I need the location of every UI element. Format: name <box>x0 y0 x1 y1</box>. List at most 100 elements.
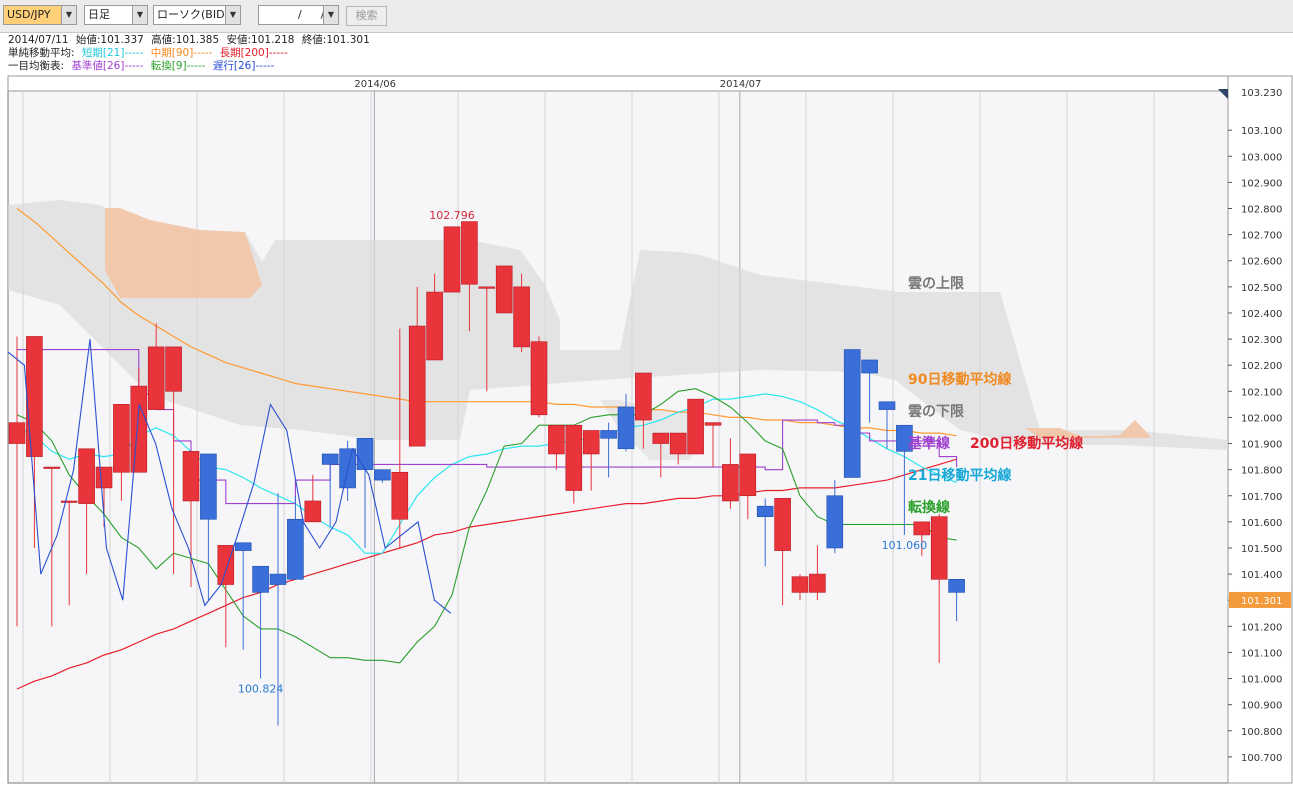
x-tick-label: 2014/06 <box>354 79 396 90</box>
candle-body <box>513 286 530 348</box>
candle-body <box>252 565 269 593</box>
toolbar: USD/JPY ▼ 日足 ▼ ローソク(BID) ▼ / / ▼ 検索 <box>0 0 1293 33</box>
candle-body <box>756 505 774 517</box>
last-price-tag <box>1229 591 1291 608</box>
candle-body <box>78 448 95 504</box>
candle-body <box>304 500 322 523</box>
x-axis-strip <box>7 75 1229 92</box>
candle-body <box>495 265 513 314</box>
candle-body <box>669 432 687 455</box>
currency-pair-select[interactable]: USD/JPY ▼ <box>3 5 77 25</box>
last-price-label: 101.301 <box>1241 596 1282 607</box>
x-tick-label: 2014/07 <box>720 79 762 90</box>
chart-type-select[interactable]: ローソク(BID) ▼ <box>153 5 241 25</box>
sma-legend-label: 単純移動平均: <box>8 47 75 59</box>
candle-body <box>635 372 652 421</box>
summary-date: 2014/07/11 <box>8 34 69 46</box>
y-tick-label: 101.900 <box>1241 440 1282 451</box>
sma90-annotation: 90日移動平均線 <box>908 371 1011 388</box>
y-tick-label: 100.700 <box>1241 753 1282 764</box>
ohlc-summary: 2014/07/11 始値:101.337 高値:101.385 安値:101.… <box>8 34 374 46</box>
sma21-annotation: 21日移動平均線 <box>908 467 1011 484</box>
ichimoku-legend: 一目均衡表: 基準値[26]----- 転換[9]----- 遅行[26]---… <box>8 60 278 72</box>
candle-body <box>269 573 287 585</box>
chevron-down-icon: ▼ <box>323 6 338 24</box>
ichimoku-cloud-bear <box>8 200 1228 450</box>
y-tick-label: 102.300 <box>1241 335 1282 346</box>
candle-body <box>704 422 722 426</box>
candle-body <box>234 542 252 551</box>
date-input[interactable]: / / ▼ <box>258 5 339 25</box>
timeframe-select[interactable]: 日足 ▼ <box>84 5 148 25</box>
y-tick-label: 100.800 <box>1241 727 1282 738</box>
sma-short-legend: 短期[21]----- <box>81 47 144 59</box>
summary-open: 始値:101.337 <box>75 34 144 46</box>
candle-body <box>530 341 548 416</box>
timeframe-value: 日足 <box>88 8 110 21</box>
candle-body <box>60 500 78 503</box>
candle-body <box>408 325 426 447</box>
candle-body <box>930 516 948 580</box>
y-tick-label: 101.500 <box>1241 544 1282 555</box>
candle-body <box>426 291 443 361</box>
candle-body <box>95 466 113 489</box>
y-tick-label: 102.000 <box>1241 413 1282 424</box>
candle-body <box>582 430 600 455</box>
candle-body <box>478 286 496 289</box>
ichimoku-cloud-bull <box>1025 420 1150 438</box>
candle-body <box>165 346 182 392</box>
candle-body <box>200 453 217 520</box>
chikou-legend: 遅行[26]----- <box>212 60 275 72</box>
candle-body <box>461 221 478 285</box>
y-tick-label: 102.900 <box>1241 178 1282 189</box>
y-tick-label: 101.000 <box>1241 675 1282 686</box>
y-tick-label: 101.700 <box>1241 492 1282 503</box>
summary-close: 終値:101.301 <box>301 34 370 46</box>
y-tick-label: 101.100 <box>1241 648 1282 659</box>
candle-body <box>774 498 791 551</box>
candle-body <box>391 471 409 520</box>
candle-body <box>913 521 931 536</box>
sma200-annotation: 200日移動平均線 <box>970 435 1083 452</box>
y-tick-label: 102.200 <box>1241 361 1282 372</box>
y-tick-label: 102.400 <box>1241 309 1282 320</box>
candle-body <box>948 579 965 593</box>
candle-body <box>374 469 391 481</box>
ichimoku-cloud-bull <box>105 208 262 298</box>
chevron-down-icon: ▼ <box>225 6 240 24</box>
chart-type-value: ローソク(BID) <box>157 8 229 21</box>
chikou-line <box>7 339 452 614</box>
kijun-annotation: 基準線 <box>908 435 950 452</box>
ichimoku-legend-label: 一目均衡表: <box>8 60 65 72</box>
scroll-marker-icon <box>1218 89 1228 99</box>
kijun-legend: 基準値[26]----- <box>71 60 144 72</box>
y-tick-label: 101.400 <box>1241 570 1282 581</box>
candle-body <box>287 518 304 580</box>
candle-body <box>843 349 861 478</box>
candle-body <box>147 346 165 410</box>
candle-body <box>443 226 461 293</box>
currency-pair-value: USD/JPY <box>7 8 51 21</box>
date-input-value: / / <box>283 8 329 21</box>
y-tick-label: 102.600 <box>1241 257 1282 268</box>
cloud-upper-label: 雲の上限 <box>908 275 964 292</box>
candle-body <box>548 424 565 455</box>
candle-body <box>878 401 896 410</box>
summary-high: 高値:101.385 <box>151 34 220 46</box>
cloud-lower-label: 雲の下限 <box>908 403 964 420</box>
candle-body <box>652 432 670 444</box>
candle-body <box>826 495 844 549</box>
candle-body <box>8 422 26 444</box>
y-tick-label: 103.100 <box>1241 126 1282 137</box>
y-tick-label: 100.900 <box>1241 701 1282 712</box>
candle-body <box>26 336 43 457</box>
low-price-label: 101.060 <box>882 539 928 552</box>
y-tick-label: 102.800 <box>1241 205 1282 216</box>
tenkan-legend: 転換[9]----- <box>150 60 206 72</box>
y-axis-strip <box>1227 75 1293 784</box>
candle-body <box>896 424 913 452</box>
search-button[interactable]: 検索 <box>346 6 387 26</box>
candle-body <box>182 451 200 502</box>
candle-body <box>130 385 148 473</box>
